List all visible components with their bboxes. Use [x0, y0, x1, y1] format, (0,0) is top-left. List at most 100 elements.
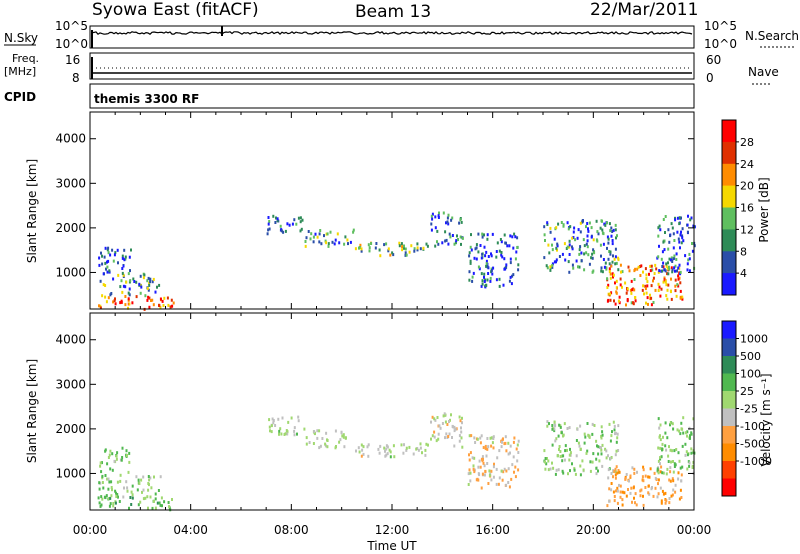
- heatmap-cell: [581, 459, 584, 463]
- heatmap-cell: [555, 437, 558, 441]
- heatmap-cell: [387, 249, 390, 253]
- heatmap-cell: [671, 226, 674, 230]
- heatmap-cell: [116, 480, 119, 484]
- heatmap-cell: [614, 476, 617, 480]
- heatmap-cell: [676, 216, 679, 220]
- heatmap-cell: [478, 459, 481, 463]
- heatmap-cell: [122, 284, 125, 288]
- heatmap-cell: [609, 272, 612, 276]
- heatmap-cell: [501, 255, 504, 259]
- plot-title: Syowa East (fitACF): [92, 0, 259, 20]
- heatmap-cell: [398, 244, 401, 248]
- heatmap-cell: [102, 486, 105, 490]
- heatmap-cell: [549, 230, 552, 234]
- heatmap-cell: [557, 222, 560, 226]
- power-colorbar: 4 8 12 16 20 24 28: [721, 119, 754, 296]
- heatmap-cell: [662, 218, 665, 221]
- heatmap-cell: [568, 270, 571, 274]
- heatmap-cell: [607, 257, 610, 261]
- heatmap-cell: [659, 423, 662, 427]
- heatmap-cell: [486, 237, 489, 241]
- heatmap-cell: [612, 490, 615, 494]
- heatmap-cell: [608, 487, 611, 491]
- heatmap-cell: [108, 453, 111, 457]
- heatmap-cell: [446, 220, 449, 224]
- heatmap-cell: [507, 467, 510, 471]
- heatmap-cell: [665, 448, 668, 452]
- heatmap-cell: [591, 460, 594, 464]
- heatmap-cell: [657, 255, 660, 259]
- heatmap-cell: [630, 486, 633, 490]
- x-tick-label: 20:00: [576, 523, 611, 537]
- heatmap-cell: [665, 472, 668, 476]
- heatmap-cell: [386, 452, 389, 456]
- heatmap-cell: [661, 471, 664, 475]
- heatmap-cell: [108, 504, 111, 508]
- heatmap-cell: [611, 430, 613, 434]
- heatmap-cell: [660, 287, 663, 291]
- heatmap-cell: [433, 430, 436, 434]
- heatmap-cell: [608, 267, 611, 271]
- heatmap-cell: [609, 292, 612, 296]
- heatmap-cell: [664, 444, 667, 448]
- freq-tick-bottom: 8: [72, 71, 80, 85]
- heatmap-cell: [512, 455, 515, 459]
- heatmap-cell: [444, 420, 447, 424]
- heatmap-cell: [454, 427, 457, 431]
- heatmap-cell: [334, 429, 337, 433]
- heatmap-cell: [543, 225, 546, 229]
- heatmap-cell: [644, 486, 647, 489]
- heatmap-cell: [121, 290, 124, 294]
- heatmap-cell: [614, 262, 617, 266]
- heatmap-cell: [621, 498, 624, 502]
- heatmap-cell: [385, 444, 388, 448]
- heatmap-cell: [551, 443, 554, 447]
- heatmap-cell: [276, 217, 279, 221]
- heatmap-cell: [617, 268, 620, 272]
- heatmap-cell: [128, 506, 130, 510]
- heatmap-cell: [569, 447, 571, 451]
- heatmap-cell: [498, 249, 501, 253]
- heatmap-cell: [605, 456, 608, 460]
- heatmap-cell: [672, 427, 675, 431]
- heatmap-cell: [624, 281, 627, 285]
- heatmap-cell: [114, 251, 117, 255]
- heatmap-cell: [657, 471, 660, 475]
- heatmap-cell: [662, 265, 665, 269]
- heatmap-cell: [589, 469, 592, 473]
- heatmap-cell: [101, 481, 104, 484]
- heatmap-cell: [561, 469, 564, 473]
- heatmap-cell: [546, 424, 549, 428]
- heatmap-cell: [630, 301, 633, 305]
- heatmap-cell: [478, 267, 481, 271]
- heatmap-cell: [481, 282, 484, 286]
- heatmap-cell: [606, 504, 609, 508]
- heatmap-cell: [673, 239, 676, 242]
- heatmap-cell: [471, 456, 474, 460]
- heatmap-cell: [99, 461, 102, 465]
- heatmap-cell: [445, 238, 448, 242]
- heatmap-cell: [632, 301, 634, 305]
- heatmap-cell: [480, 434, 483, 438]
- heatmap-cell: [140, 478, 143, 482]
- heatmap-cell: [571, 263, 574, 267]
- heatmap-cell: [115, 495, 118, 498]
- heatmap-cell: [479, 244, 482, 247]
- heatmap-cell: [431, 434, 434, 438]
- heatmap-cell: [681, 295, 684, 299]
- heatmap-cell: [619, 490, 622, 494]
- heatmap-cell: [507, 481, 510, 484]
- velocity-frame: [89, 312, 695, 511]
- heatmap-cell: [305, 236, 308, 240]
- heatmap-cell: [457, 238, 459, 241]
- heatmap-cell: [690, 432, 693, 436]
- heatmap-cell: [633, 496, 635, 500]
- colorbar-tick-label: 12: [740, 223, 754, 236]
- heatmap-cell: [469, 479, 472, 483]
- heatmap-cell: [602, 242, 605, 246]
- heatmap-cell: [642, 479, 645, 483]
- heatmap-cell: [293, 218, 296, 222]
- heatmap-cell: [634, 299, 637, 303]
- heatmap-cell: [672, 479, 675, 483]
- heatmap-cell: [644, 267, 647, 271]
